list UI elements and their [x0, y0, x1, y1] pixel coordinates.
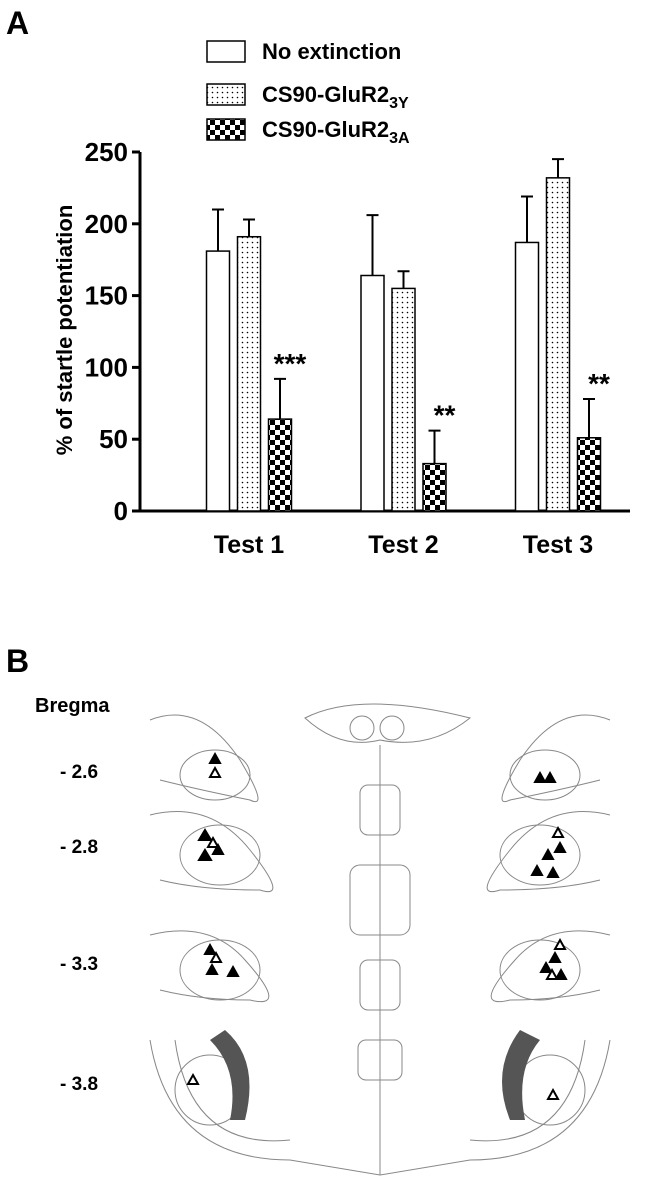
- legend-name: CS90-GluR2: [262, 117, 389, 142]
- x-tick-label: Test 1: [214, 531, 284, 559]
- legend-subscript: 3Y: [389, 95, 409, 112]
- legend-subscript: 3A: [389, 130, 410, 147]
- significance: ***: [274, 348, 307, 379]
- legend-name: CS90-GluR2: [262, 82, 389, 107]
- bregma-level: - 3.8: [60, 1074, 98, 1095]
- significance: **: [588, 368, 610, 399]
- y-tick-label: 200: [85, 209, 128, 239]
- error-bar: [397, 270, 410, 289]
- atlas: Bregma - 2.6 - 2.8 - 3.3 - 3.8: [35, 695, 611, 1176]
- legend-swatch: [206, 118, 246, 141]
- bar: [514, 241, 540, 512]
- shaded-region: [210, 1030, 540, 1120]
- error-bar: [552, 158, 564, 178]
- bar: [236, 235, 262, 512]
- bregma-level: - 2.8: [60, 837, 98, 858]
- error-bar: [212, 208, 224, 252]
- bar: [267, 418, 293, 512]
- bregma-level: - 2.6: [60, 762, 98, 783]
- error-bar: [366, 214, 379, 276]
- bregma-title: Bregma: [35, 695, 110, 717]
- legend-name: No extinction: [262, 39, 401, 64]
- error-bar: [521, 195, 533, 243]
- y-tick-label: 250: [85, 137, 128, 167]
- y-tick-label: 0: [114, 496, 128, 526]
- bregma-level: - 3.3: [60, 954, 98, 975]
- legend-label: CS90-GluR23Y: [262, 82, 409, 112]
- y-axis-label: % of startle potentiation: [52, 205, 77, 456]
- bar: [545, 177, 571, 512]
- panel-label: B: [6, 643, 29, 679]
- x-tick-label: Test 2: [368, 531, 438, 559]
- error-bar: [274, 377, 286, 420]
- bar: [422, 462, 447, 512]
- bar: [205, 250, 231, 512]
- bar: [576, 437, 602, 512]
- error-bar: [243, 218, 255, 237]
- error-bar: [583, 397, 595, 438]
- legend-label: No extinction: [262, 39, 401, 64]
- brain-outlines: [149, 703, 611, 1176]
- bar: [360, 274, 385, 512]
- legend-label: CS90-GluR23A: [262, 117, 410, 147]
- bar: [391, 287, 416, 512]
- legend-swatch: [206, 83, 246, 106]
- y-tick-label: 100: [85, 352, 128, 382]
- chart: 0 50 100 150 200 250 No extinction CS90-GluR23Y…: [85, 39, 630, 559]
- panel-label: A: [6, 5, 29, 41]
- significance: **: [434, 400, 456, 431]
- site-markers: [186, 751, 568, 1100]
- x-tick-label: Test 3: [523, 531, 593, 559]
- error-bar: [428, 429, 441, 464]
- legend-swatch: [206, 40, 246, 63]
- y-tick-label: 150: [85, 281, 128, 311]
- y-tick-label: 50: [99, 424, 128, 454]
